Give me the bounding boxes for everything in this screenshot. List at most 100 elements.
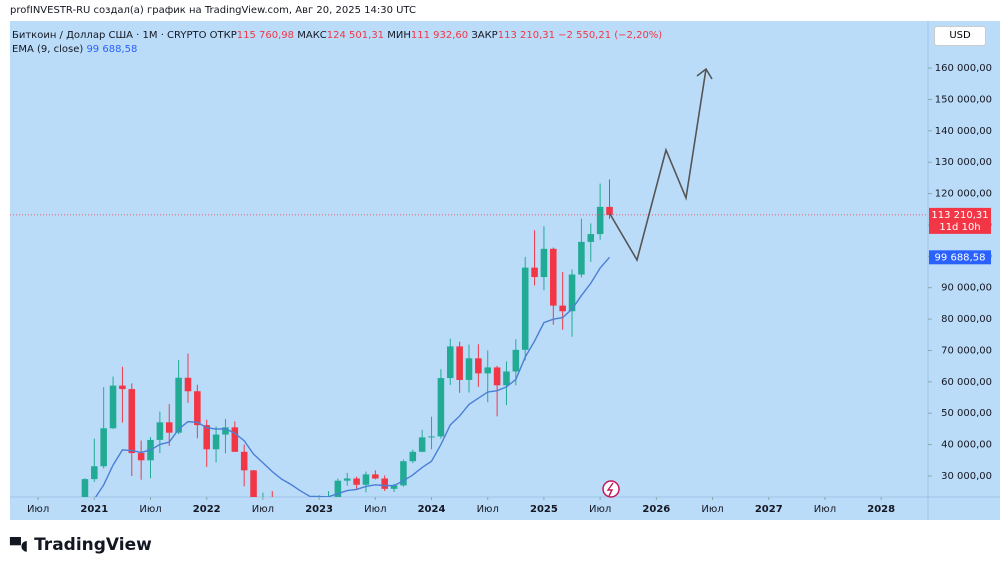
x-tick-label: Июл (364, 504, 386, 515)
candle-body (203, 425, 210, 450)
candle-body (568, 274, 576, 312)
drawn-arrow (609, 67, 713, 263)
x-tick-label: Июл (139, 504, 161, 515)
ema-tag-label: 99 688,58 (935, 252, 986, 263)
currency-button[interactable]: USD (934, 26, 986, 46)
candle-body (475, 358, 482, 374)
candle-body (390, 485, 398, 489)
legend-change: −2 550,21 (−2,20%) (558, 30, 663, 41)
candle-body (484, 367, 492, 374)
candle-body (550, 248, 557, 306)
candle-body (596, 206, 604, 235)
candle-body (381, 478, 388, 489)
legend-label: МИН (387, 30, 411, 41)
legend: Биткоин / Доллар США · 1М · CRYPTO ОТКР1… (12, 29, 662, 57)
x-tick-label: 2022 (193, 504, 221, 515)
ema-value: 99 688,58 (86, 44, 138, 55)
y-tick-label: 140 000,00 (935, 126, 992, 137)
candle-body (400, 461, 407, 486)
candle-body (175, 377, 182, 433)
ema-name: EMA (9, close) (12, 44, 84, 55)
candle-body (353, 478, 360, 485)
candle-body (587, 234, 595, 242)
legend-label: ОТКР (209, 30, 237, 41)
candle-body (109, 385, 117, 429)
candle-body (334, 480, 342, 497)
candle-body (493, 367, 501, 386)
legend-label: МАКС (297, 30, 327, 41)
legend-value: 113 210,31 (497, 30, 555, 41)
y-tick-label: 150 000,00 (935, 94, 992, 105)
candle-body (540, 248, 548, 278)
candle-body (231, 427, 239, 452)
x-tick-label: 2027 (755, 504, 783, 515)
legend-value: 124 501,31 (326, 30, 385, 41)
candle-body (465, 358, 473, 380)
y-tick-label: 60 000,00 (941, 377, 992, 388)
candle-body (212, 434, 220, 450)
candle-body (606, 206, 613, 215)
candle-body (165, 422, 173, 433)
axes: 30 000,00 40 000,00 50 000,00 60 000,00 70 0… (27, 63, 992, 515)
candle-body (156, 422, 164, 440)
symbol: Биткоин / Доллар США · 1М · CRYPTO (12, 30, 207, 41)
candle-body (137, 453, 145, 461)
x-tick-label: 2028 (867, 504, 895, 515)
x-tick-label: 2024 (418, 504, 446, 515)
candle-body (512, 349, 520, 372)
candle-body (128, 389, 136, 454)
candle-body (456, 346, 463, 380)
candle-body (428, 436, 435, 438)
x-tick-label: Июл (252, 504, 274, 515)
candle-body (372, 474, 379, 479)
y-tick-label: 30 000,00 (941, 471, 992, 482)
candle-body (531, 267, 538, 278)
x-tick-label: Июл (477, 504, 499, 515)
ema-tag (929, 250, 991, 265)
legend-label: ЗАКР (471, 30, 498, 41)
candle-body (194, 391, 201, 426)
candle-body (240, 451, 248, 471)
time-axis (10, 497, 1000, 520)
candle-body (250, 470, 257, 497)
x-tick-label: Июл (589, 504, 611, 515)
y-tick-label: 90 000,00 (941, 283, 992, 294)
candle-body (521, 267, 529, 350)
last-price-label: 113 210,31 (931, 210, 988, 221)
brand: ▀◖ TradingView (10, 535, 152, 555)
x-tick-label: 2023 (305, 504, 333, 515)
candle-body (437, 378, 445, 437)
countdown: 11d 10h (939, 222, 980, 233)
x-tick-label: 2026 (642, 504, 670, 515)
plot-area (10, 21, 928, 497)
candle-body (81, 479, 89, 497)
ema-line (94, 256, 611, 497)
x-tick-label: 2021 (80, 504, 108, 515)
legend-value: 115 760,98 (236, 30, 295, 41)
candle-body (91, 466, 98, 480)
candle-body (100, 428, 107, 467)
event-icon[interactable] (602, 480, 620, 498)
x-tick-label: 2025 (530, 504, 558, 515)
candle-body (446, 346, 454, 379)
y-tick-label: 50 000,00 (941, 408, 992, 419)
brand-name: TradingView (34, 535, 152, 555)
y-tick-label: 160 000,00 (935, 63, 992, 74)
x-tick-label: Июл (701, 504, 723, 515)
candle-body (418, 437, 426, 452)
candle-body (184, 377, 192, 392)
y-tick-label: 80 000,00 (941, 314, 992, 325)
y-tick-label: 70 000,00 (941, 345, 992, 356)
candle-body (559, 305, 566, 312)
candle-body (362, 474, 370, 485)
y-tick-label: 120 000,00 (935, 189, 992, 200)
x-tick-label: Июл (27, 504, 49, 515)
candle-body (578, 241, 585, 275)
candle-body (503, 371, 510, 386)
y-tick-label: 40 000,00 (941, 440, 992, 451)
legend-value: 111 932,60 (410, 30, 469, 41)
x-tick-label: Июл (814, 504, 836, 515)
candle-body (119, 385, 126, 390)
